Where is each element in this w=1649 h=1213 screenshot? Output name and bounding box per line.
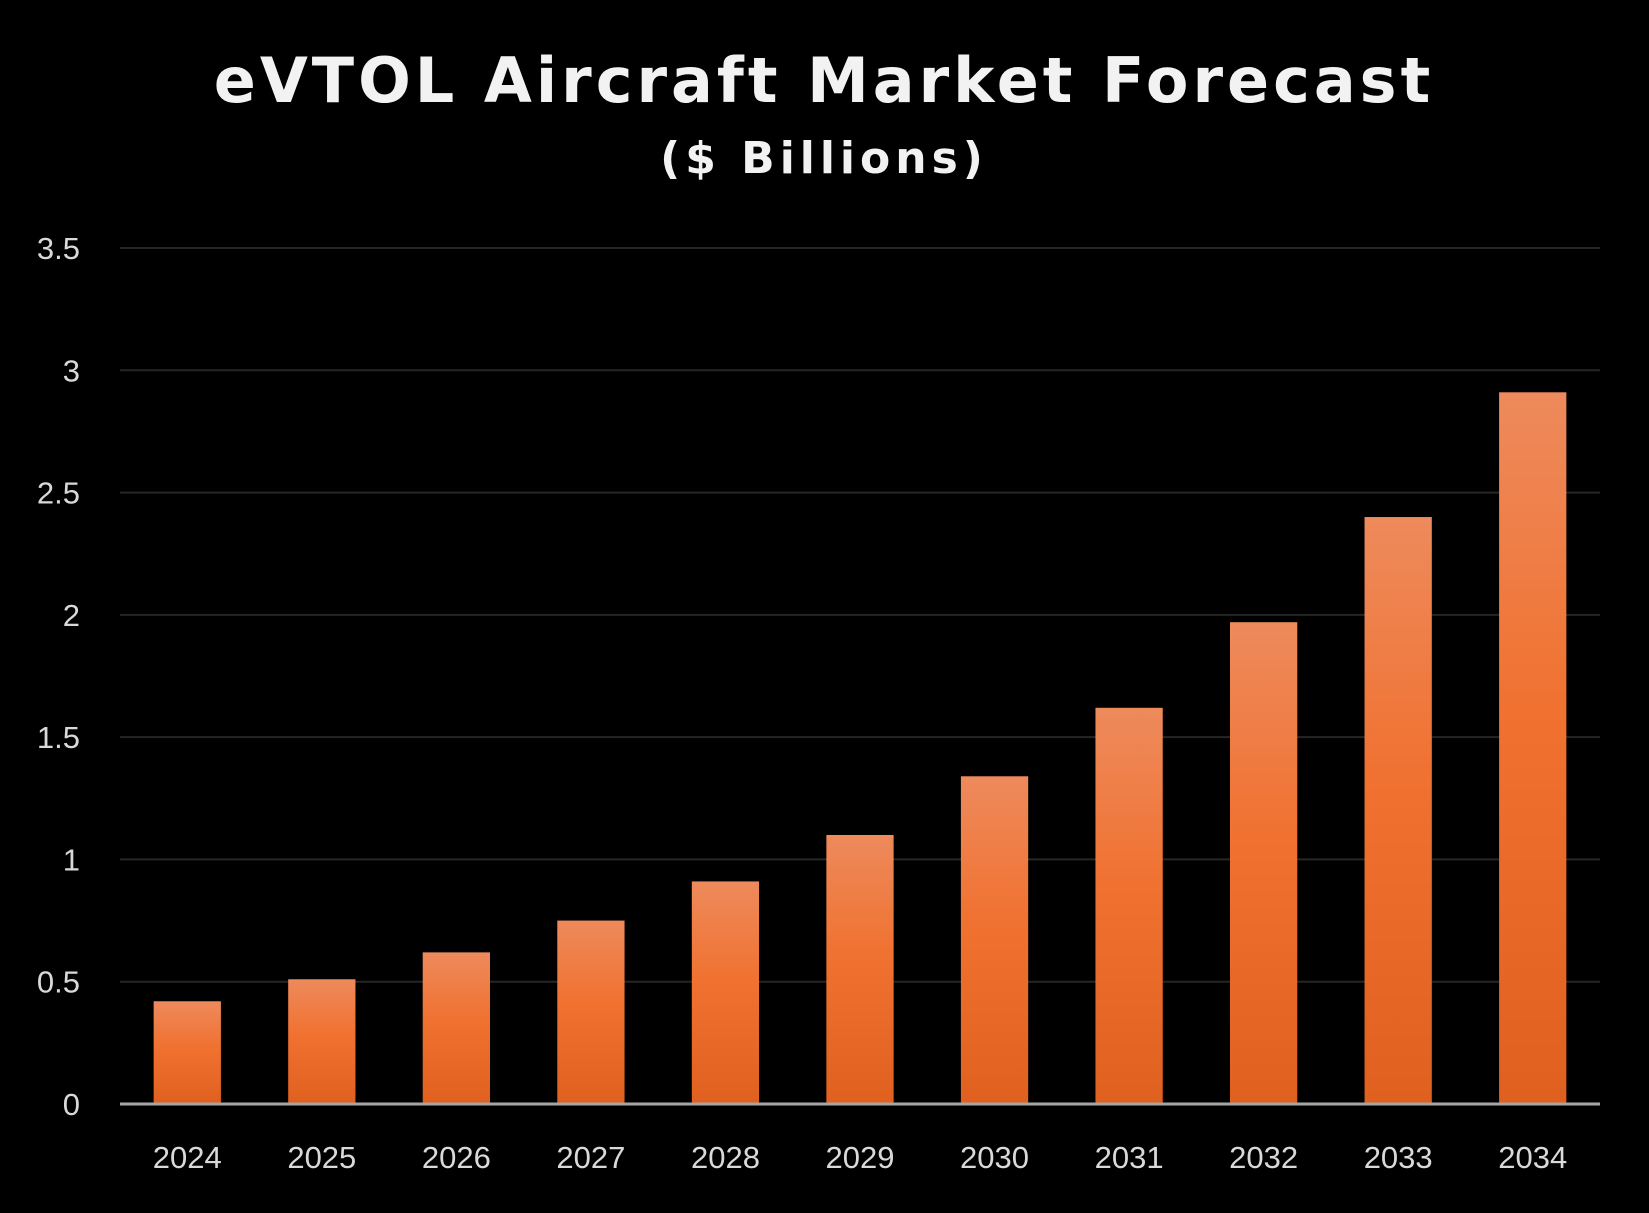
x-tick-label: 2029 bbox=[826, 1140, 895, 1175]
x-tick-label: 2033 bbox=[1364, 1140, 1433, 1175]
bar-2029 bbox=[826, 834, 894, 1104]
x-tick-label: 2026 bbox=[422, 1140, 491, 1175]
bar-2025 bbox=[288, 979, 356, 1104]
x-tick-label: 2031 bbox=[1095, 1140, 1164, 1175]
x-tick-label: 2025 bbox=[287, 1140, 356, 1175]
bar-2030 bbox=[960, 776, 1029, 1104]
bar-2034 bbox=[1499, 392, 1567, 1105]
x-tick-label: 2028 bbox=[691, 1140, 760, 1175]
x-tick-label: 2032 bbox=[1229, 1140, 1298, 1175]
x-tick-label: 2030 bbox=[960, 1140, 1029, 1175]
bar-2026 bbox=[422, 952, 490, 1104]
bar-2032 bbox=[1230, 622, 1298, 1104]
y-tick-label: 2 bbox=[63, 598, 80, 633]
y-tick-label: 0.5 bbox=[37, 965, 80, 1000]
chart-title: eVTOL Aircraft Market Forecast bbox=[214, 44, 1434, 117]
y-tick-label: 1 bbox=[63, 842, 80, 877]
y-tick-label: 0 bbox=[63, 1087, 80, 1122]
bar-2027 bbox=[557, 920, 625, 1104]
bar-2031 bbox=[1095, 707, 1163, 1104]
y-tick-label: 2.5 bbox=[37, 476, 80, 511]
bar-2024 bbox=[153, 1001, 221, 1104]
y-tick-label: 1.5 bbox=[37, 720, 80, 755]
x-tick-label: 2024 bbox=[153, 1140, 222, 1175]
bars bbox=[153, 392, 1567, 1105]
chart-subtitle: ($ Billions) bbox=[660, 133, 988, 184]
axes: 0 0.5 1 1.5 2 2.5 3 3.5 2024 2025 2026 2027 2028 2029… bbox=[37, 231, 1600, 1175]
x-tick-label: 2034 bbox=[1498, 1140, 1567, 1175]
y-tick-label: 3.5 bbox=[37, 231, 80, 266]
bar-2033 bbox=[1364, 517, 1432, 1104]
gridlines bbox=[120, 247, 1600, 983]
x-tick-label: 2027 bbox=[556, 1140, 625, 1175]
y-tick-label: 3 bbox=[63, 353, 80, 388]
bar-2028 bbox=[691, 881, 760, 1104]
